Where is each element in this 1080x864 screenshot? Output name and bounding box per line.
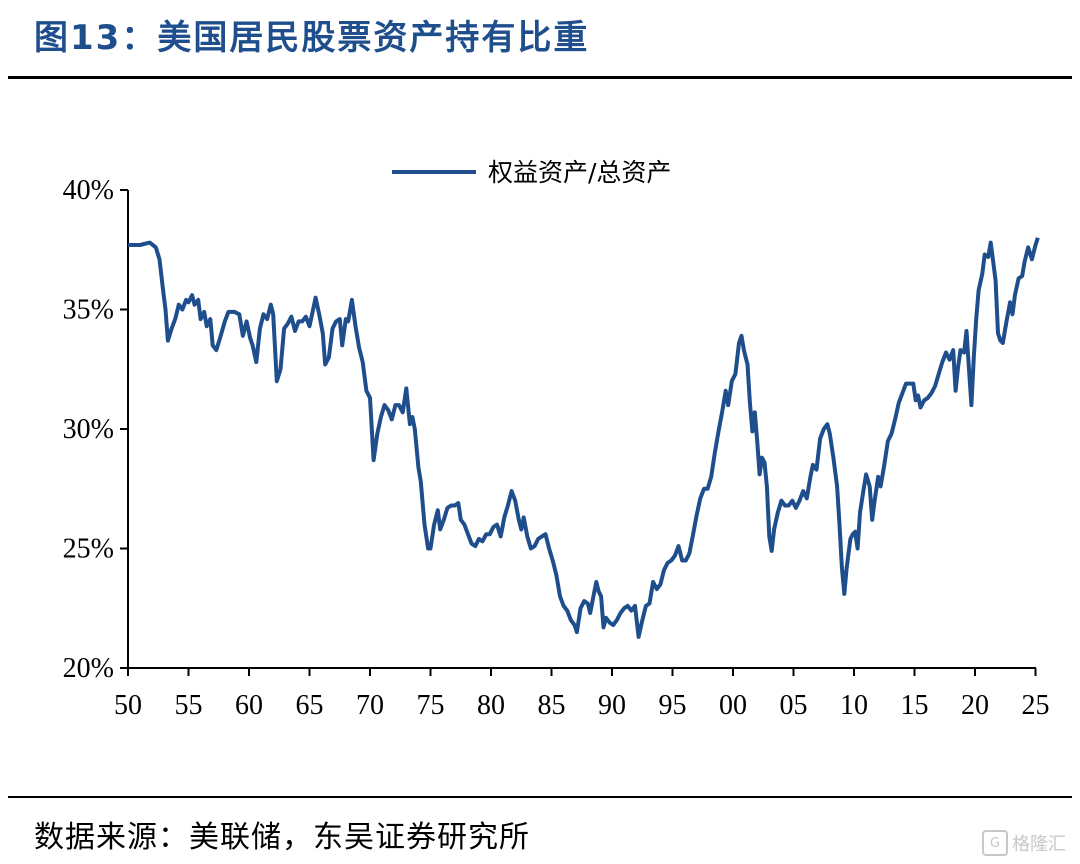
x-tick-label: 50 bbox=[114, 690, 142, 721]
x-tick-label: 75 bbox=[417, 690, 445, 721]
x-tick-label: 55 bbox=[175, 690, 203, 721]
x-tick-label: 05 bbox=[780, 690, 808, 721]
watermark-text: 格隆汇 bbox=[1012, 834, 1066, 855]
y-tick-label: 20% bbox=[63, 653, 114, 684]
series-line bbox=[128, 237, 1040, 639]
x-tick-label: 85 bbox=[538, 690, 566, 721]
data-source: 数据来源：美联储，东吴证券研究所 bbox=[34, 820, 530, 855]
x-tick-label: 70 bbox=[356, 690, 384, 721]
x-tick-label: 65 bbox=[296, 690, 324, 721]
y-tick-label: 25% bbox=[63, 534, 114, 565]
x-tick-label: 00 bbox=[719, 690, 747, 721]
x-tick-label: 80 bbox=[477, 690, 505, 721]
figure-title: 图13：美国居民股票资产持有比重 bbox=[34, 18, 590, 58]
y-tick-label: 40% bbox=[63, 175, 114, 206]
chart-axes bbox=[120, 189, 1037, 676]
y-tick-label: 35% bbox=[63, 295, 114, 326]
source-rule bbox=[8, 796, 1072, 798]
line-chart: 20% 25% 30% 35% 40% 50 55 60 65 70 75 80 85 90 95 00 05 1… bbox=[63, 158, 1050, 721]
x-tick-label: 90 bbox=[598, 690, 626, 721]
x-tick-label: 20 bbox=[961, 690, 989, 721]
tick-labels: 20% 25% 30% 35% 40% 50 55 60 65 70 75 80 85 90 95 00 05 1… bbox=[63, 175, 1050, 721]
watermark: G 格隆汇 bbox=[982, 830, 1066, 856]
title-rule bbox=[8, 76, 1072, 79]
chart-legend: 权益资产/总资产 bbox=[392, 158, 671, 187]
x-tick-label: 10 bbox=[840, 690, 868, 721]
x-tick-label: 60 bbox=[235, 690, 263, 721]
x-tick-label: 15 bbox=[901, 690, 929, 721]
x-tick-label: 25 bbox=[1022, 690, 1050, 721]
y-tick-label: 30% bbox=[63, 414, 114, 445]
legend-label: 权益资产/总资产 bbox=[488, 158, 671, 187]
watermark-logo-icon: G bbox=[982, 830, 1008, 856]
x-tick-label: 95 bbox=[659, 690, 687, 721]
